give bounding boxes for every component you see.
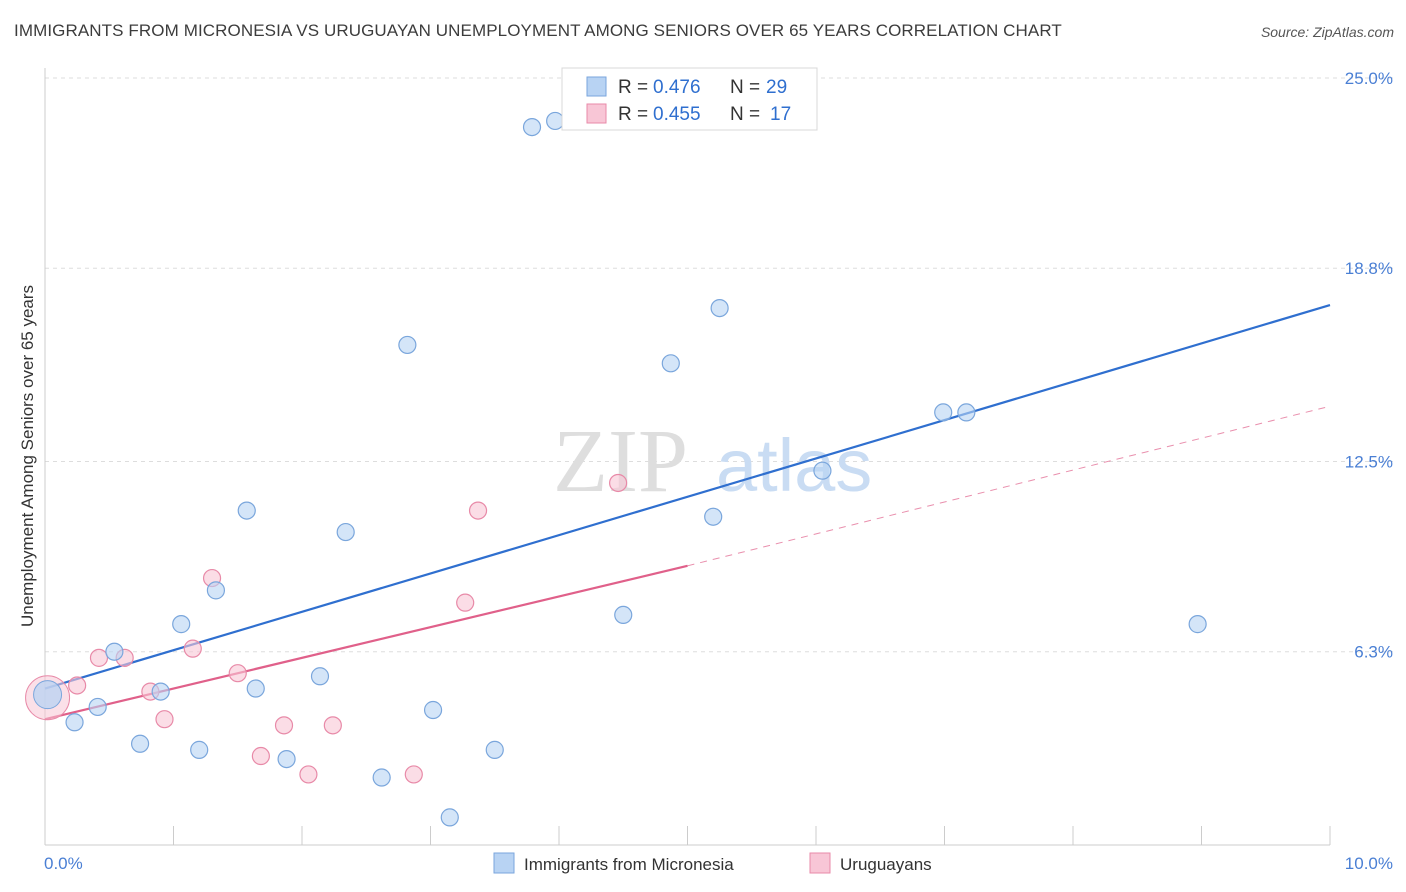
data-point-micronesia bbox=[522, 117, 542, 137]
data-point-micronesia bbox=[813, 461, 832, 480]
y-tick-label: 6.3% bbox=[1354, 643, 1393, 662]
data-point-micronesia bbox=[1188, 615, 1207, 634]
legend-n-label: N = bbox=[730, 104, 760, 125]
data-point-uruguayans bbox=[183, 639, 202, 658]
data-point-uruguayans bbox=[468, 501, 488, 520]
data-point-micronesia bbox=[440, 808, 459, 827]
data-point-micronesia bbox=[33, 680, 63, 710]
data-point-micronesia bbox=[65, 713, 84, 732]
y-tick-label: 25.0% bbox=[1345, 69, 1393, 88]
legend-n-value: 17 bbox=[770, 104, 791, 125]
series-swatch-uruguayans bbox=[809, 852, 831, 874]
data-point-micronesia bbox=[88, 697, 107, 717]
trend-line-uruguayans bbox=[44, 564, 688, 721]
data-point-uruguayans bbox=[228, 664, 247, 683]
data-point-uruguayans bbox=[155, 710, 174, 729]
correlation-legend: R = 0.476 N = 29 R = 0.455 N = 17 bbox=[561, 67, 818, 131]
data-point-micronesia bbox=[423, 700, 443, 720]
watermark-zip: ZIP bbox=[553, 412, 688, 511]
trend-line-uruguayans-projection bbox=[687, 405, 1331, 567]
data-point-uruguayans bbox=[609, 473, 628, 493]
data-point-uruguayans bbox=[456, 593, 475, 612]
data-point-micronesia bbox=[704, 507, 723, 526]
data-point-micronesia bbox=[372, 768, 391, 787]
data-point-uruguayans bbox=[89, 648, 109, 667]
data-point-micronesia bbox=[485, 740, 504, 759]
data-point-micronesia bbox=[246, 679, 265, 698]
series-label-micronesia: Immigrants from Micronesia bbox=[524, 855, 734, 874]
legend-n-value: 29 bbox=[766, 77, 787, 98]
series-label-uruguayans: Uruguayans bbox=[840, 855, 932, 874]
legend-r-value: 0.455 bbox=[653, 104, 701, 125]
tick-labels: 6.3% 12.5% 18.8% 25.0% 0.0% 10.0% bbox=[44, 69, 1393, 873]
data-point-micronesia bbox=[934, 403, 953, 422]
data-point-uruguayans bbox=[251, 746, 270, 766]
data-point-micronesia bbox=[105, 642, 124, 661]
chart-title: IMMIGRANTS FROM MICRONESIA VS URUGUAYAN … bbox=[14, 21, 1062, 40]
data-point-micronesia bbox=[398, 335, 417, 355]
y-axis-label: Unemployment Among Seniors over 65 years bbox=[18, 285, 37, 627]
data-point-micronesia bbox=[546, 111, 565, 131]
legend-n-label: N = bbox=[730, 77, 760, 98]
data-point-micronesia bbox=[151, 682, 170, 701]
source-credit: Source: ZipAtlas.com bbox=[1260, 24, 1394, 40]
data-point-micronesia bbox=[277, 749, 296, 769]
data-point-micronesia bbox=[957, 403, 976, 422]
data-point-micronesia bbox=[310, 667, 330, 686]
data-point-uruguayans bbox=[404, 765, 423, 784]
data-point-micronesia bbox=[172, 615, 191, 634]
data-point-uruguayans bbox=[274, 716, 294, 735]
data-point-micronesia bbox=[130, 734, 150, 753]
data-point-micronesia bbox=[661, 354, 680, 373]
y-tick-label: 18.8% bbox=[1345, 259, 1393, 278]
data-points bbox=[25, 111, 1207, 827]
x-tick-label: 10.0% bbox=[1345, 854, 1393, 873]
axes bbox=[44, 68, 1331, 846]
data-point-uruguayans bbox=[68, 676, 87, 695]
grid-lines bbox=[45, 77, 1393, 653]
data-point-micronesia bbox=[206, 581, 226, 600]
data-point-micronesia bbox=[336, 522, 355, 542]
data-point-micronesia bbox=[237, 501, 256, 520]
legend-r-label: R = bbox=[618, 104, 648, 125]
legend-swatch-micronesia bbox=[586, 76, 607, 97]
data-point-uruguayans bbox=[323, 716, 342, 735]
trend-lines bbox=[44, 303, 1331, 721]
series-legend: Immigrants from Micronesia Uruguayans bbox=[493, 852, 932, 874]
data-point-uruguayans bbox=[299, 765, 318, 784]
legend-r-label: R = bbox=[618, 77, 648, 98]
legend-r-value: 0.476 bbox=[653, 77, 701, 98]
y-tick-label: 12.5% bbox=[1345, 453, 1393, 472]
legend-swatch-uruguayans bbox=[586, 103, 607, 124]
data-point-micronesia bbox=[614, 605, 633, 625]
trend-line-micronesia bbox=[44, 303, 1331, 690]
data-point-micronesia bbox=[190, 740, 209, 759]
series-swatch-micronesia bbox=[493, 852, 515, 874]
x-tick-label: 0.0% bbox=[44, 854, 83, 873]
data-point-micronesia bbox=[710, 299, 729, 318]
